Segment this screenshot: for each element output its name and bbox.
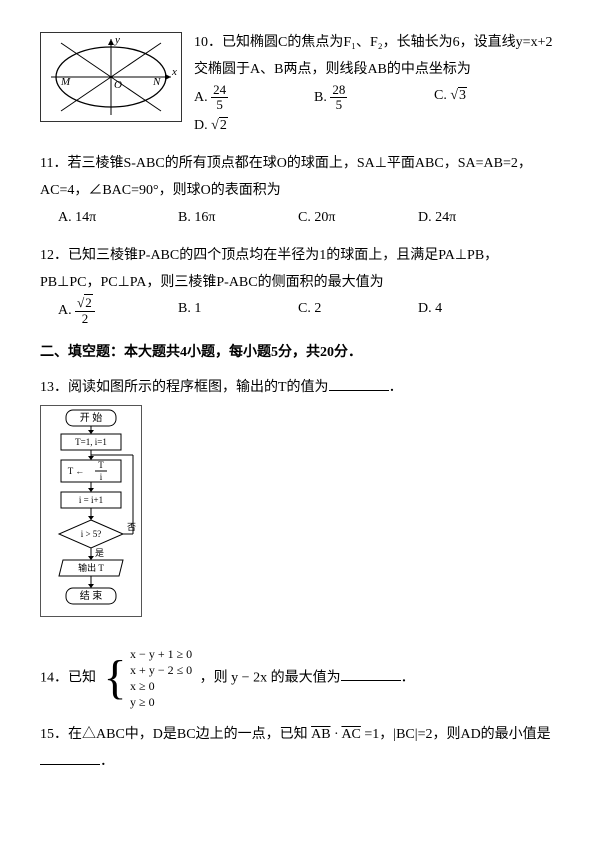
problem-13: 13．阅读如图所示的程序框图，输出的T的值为． 开 始 T=1, i=1 T ←… [40, 375, 555, 634]
fill-blank [341, 666, 401, 681]
problem-stem: 已知三棱锥P-ABC的四个顶点均在半径为1的球面上，且满足PA⊥PB，PB⊥PC… [40, 248, 498, 290]
option-c: C. 20π [298, 205, 408, 232]
option-d: D. 2 [194, 113, 304, 140]
flowchart-figure: 开 始 T=1, i=1 T ← T i i = i+1 i > 5? 否 [40, 405, 142, 617]
option-a: A. 245 [194, 83, 304, 113]
svg-text:T ←: T ← [68, 466, 85, 476]
svg-text:T=1, i=1: T=1, i=1 [75, 437, 107, 447]
problem-11: 11．若三棱锥S-ABC的所有顶点都在球O的球面上，SA⊥平面ABC，SA=AB… [40, 151, 555, 231]
svg-text:x: x [171, 66, 177, 78]
constraint-2: x + y − 2 ≤ 0 [130, 663, 192, 677]
svg-text:输出 T: 输出 T [78, 562, 104, 573]
svg-text:i > 5?: i > 5? [81, 529, 102, 539]
option-b: B. 16π [178, 205, 288, 232]
section-title-fill: 二、填空题：本大题共4小题，每小题5分，共20分． [40, 340, 555, 367]
fill-blank [329, 376, 389, 391]
svg-text:是: 是 [95, 548, 104, 558]
ellipse-figure: M O N x y [40, 32, 182, 122]
svg-text:N: N [152, 76, 161, 88]
problem-12: 12．已知三棱锥P-ABC的四个顶点均在半径为1的球面上，且满足PA⊥PB，PB… [40, 243, 555, 326]
problem-15: 15．在△ABC中，D是BC边上的一点，已知 AB · AC =1，|BC|=2… [40, 722, 555, 775]
option-a: A. 22 [58, 296, 168, 326]
option-c: C. 2 [298, 296, 408, 326]
svg-text:结 束: 结 束 [80, 589, 103, 602]
problem-10: M O N x y 10．已知椭圆C的焦点为F₁、F₂，长轴长为6，设直线y=x… [40, 30, 555, 139]
constraint-4: y ≥ 0 [130, 695, 155, 709]
problem-stem: 若三棱锥S-ABC的所有顶点都在球O的球面上，SA⊥平面ABC，SA=AB=2，… [40, 156, 532, 198]
option-d: D. 4 [418, 296, 528, 326]
option-c: C. 3 [434, 83, 544, 113]
option-d: D. 24π [418, 205, 528, 232]
problem-number: 12 [40, 248, 54, 263]
svg-text:否: 否 [127, 522, 136, 532]
vector-ac: AC [341, 727, 360, 742]
problem-14: 14．已知 { x − y + 1 ≥ 0 x + y − 2 ≤ 0 x ≥ … [40, 646, 555, 711]
options-list: A. 22 B. 1 C. 2 D. 4 [58, 296, 555, 326]
svg-text:M: M [60, 76, 71, 88]
problem-number: 13 [40, 380, 54, 395]
svg-text:开 始: 开 始 [80, 411, 103, 424]
svg-text:y: y [114, 34, 120, 46]
option-b: B. 285 [314, 83, 424, 113]
problem-stem: 已知椭圆C的焦点为F₁、F₂，长轴长为6，设直线y=x+2交椭圆于A、B两点，则… [194, 35, 552, 77]
svg-text:O: O [114, 79, 122, 91]
problem-number: 15 [40, 727, 54, 742]
options-list: A. 245 B. 285 C. 3 D. 2 [194, 83, 555, 139]
problem-number: 10 [194, 35, 208, 50]
svg-text:T: T [98, 460, 104, 470]
constraint-1: x − y + 1 ≥ 0 [130, 647, 192, 661]
problem-number: 14 [40, 670, 54, 685]
option-b: B. 1 [178, 296, 288, 326]
constraint-3: x ≥ 0 [130, 679, 155, 693]
option-a: A. 14π [58, 205, 168, 232]
problem-number: 11 [40, 156, 53, 171]
problem-stem: 阅读如图所示的程序框图，输出的T的值为 [68, 380, 329, 395]
svg-text:i = i+1: i = i+1 [79, 495, 103, 505]
vector-ab: AB [311, 727, 330, 742]
options-list: A. 14π B. 16π C. 20π D. 24π [58, 205, 555, 232]
fill-blank [40, 750, 100, 765]
